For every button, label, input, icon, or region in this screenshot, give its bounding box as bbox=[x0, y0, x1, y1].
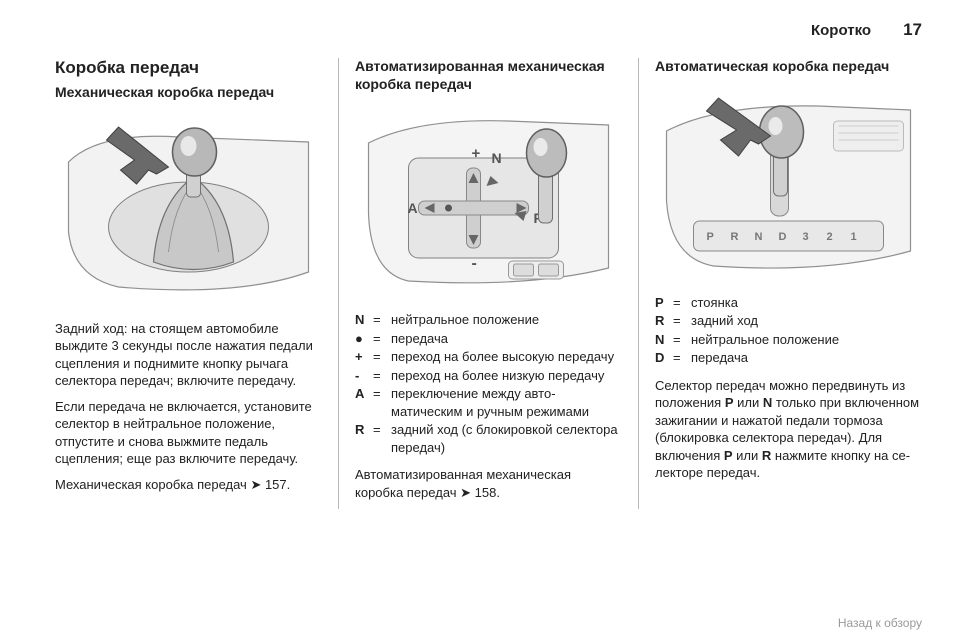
legend-row: R=задний ход bbox=[655, 312, 922, 330]
legend-text: передача bbox=[391, 330, 622, 348]
paragraph: Если передача не включается, ус­тановите… bbox=[55, 398, 322, 468]
legend-text: переход на более низкую пе­редачу bbox=[391, 367, 622, 385]
legend-text: переключение между авто­матическим и руч… bbox=[391, 385, 622, 420]
svg-text:2: 2 bbox=[827, 231, 833, 243]
legend-row: A=переключение между авто­матическим и р… bbox=[355, 385, 622, 420]
page-number: 17 bbox=[903, 20, 922, 40]
legend-eq: = bbox=[673, 349, 691, 367]
illustration-manual bbox=[55, 112, 322, 302]
legend-text: передача bbox=[691, 349, 922, 367]
legend-symbol: - bbox=[355, 367, 373, 385]
paragraph-ref: Механическая коробка передач ➤ 157. bbox=[55, 476, 322, 494]
legend-symbol: P bbox=[655, 294, 673, 312]
svg-text:N: N bbox=[492, 150, 502, 166]
legend-text: нейтральное положение bbox=[391, 311, 622, 329]
paragraph: Задний ход: на стоящем автомо­биле выжди… bbox=[55, 320, 322, 390]
bold-p: P bbox=[725, 395, 734, 410]
bold-n: N bbox=[763, 395, 772, 410]
content-columns: Коробка передач Механическая коробка пер… bbox=[55, 58, 922, 509]
column-manual: Коробка передач Механическая коробка пер… bbox=[55, 58, 338, 509]
sub-heading-auto-manual: Автоматизированная механическая коробка … bbox=[355, 58, 622, 93]
legend-row: P=стоянка bbox=[655, 294, 922, 312]
main-heading: Коробка передач bbox=[55, 58, 322, 78]
legend-eq: = bbox=[373, 330, 391, 348]
legend-row: D=передача bbox=[655, 349, 922, 367]
legend-automatic: P=стоянка R=задний ход N=нейтральное пол… bbox=[655, 294, 922, 367]
svg-text:D: D bbox=[779, 231, 787, 243]
sub-heading-manual: Механическая коробка передач bbox=[55, 84, 322, 102]
svg-text:-: - bbox=[472, 255, 477, 272]
svg-text:3: 3 bbox=[803, 231, 809, 243]
back-to-overview-link[interactable]: Назад к обзору bbox=[838, 616, 922, 630]
legend-row: R=задний ход (с блокировкой селектора пе… bbox=[355, 421, 622, 456]
legend-eq: = bbox=[373, 311, 391, 329]
legend-row: ●=передача bbox=[355, 330, 622, 348]
legend-symbol: + bbox=[355, 348, 373, 366]
legend-text: задний ход (с блокировкой селектора пере… bbox=[391, 421, 622, 456]
legend-symbol: A bbox=[355, 385, 373, 420]
legend-symbol: N bbox=[655, 331, 673, 349]
legend-eq: = bbox=[373, 385, 391, 420]
legend-row: N=нейтральное положение bbox=[355, 311, 622, 329]
legend-eq: = bbox=[673, 312, 691, 330]
legend-text: задний ход bbox=[691, 312, 922, 330]
legend-text: стоянка bbox=[691, 294, 922, 312]
svg-text:P: P bbox=[707, 231, 714, 243]
illustration-automatic: P R N D 3 2 1 bbox=[655, 86, 922, 276]
legend-eq: = bbox=[373, 421, 391, 456]
legend-symbol: N bbox=[355, 311, 373, 329]
column-automated-manual: Автоматизированная механическая коробка … bbox=[338, 58, 638, 509]
column-automatic: Автоматическая коробка передач P R N D 3… bbox=[638, 58, 922, 509]
svg-text:A: A bbox=[408, 200, 418, 216]
legend-symbol: R bbox=[655, 312, 673, 330]
legend-text: переход на более высокую передачу bbox=[391, 348, 622, 366]
svg-text:N: N bbox=[755, 231, 763, 243]
legend-row: -=переход на более низкую пе­редачу bbox=[355, 367, 622, 385]
legend-symbol: ● bbox=[355, 330, 373, 348]
bold-r: R bbox=[762, 448, 771, 463]
legend-symbol: D bbox=[655, 349, 673, 367]
section-name: Коротко bbox=[811, 22, 871, 39]
svg-text:R: R bbox=[731, 231, 739, 243]
paragraph: Селектор передач можно передви­нуть из п… bbox=[655, 377, 922, 482]
legend-symbol: R bbox=[355, 421, 373, 456]
legend-eq: = bbox=[673, 294, 691, 312]
paragraph-ref: Автоматизированная механиче­ская коробка… bbox=[355, 466, 622, 501]
svg-text:+: + bbox=[472, 145, 481, 162]
legend-eq: = bbox=[373, 348, 391, 366]
bold-p2: P bbox=[724, 448, 733, 463]
legend-eq: = bbox=[373, 367, 391, 385]
illustration-auto-manual: + N A R - bbox=[355, 103, 622, 293]
legend-auto-manual: N=нейтральное положение ●=передача +=пер… bbox=[355, 311, 622, 456]
legend-eq: = bbox=[673, 331, 691, 349]
legend-row: +=переход на более высокую передачу bbox=[355, 348, 622, 366]
svg-text:1: 1 bbox=[851, 231, 857, 243]
legend-text: нейтральное положение bbox=[691, 331, 922, 349]
page-header: Коротко 17 bbox=[55, 20, 922, 40]
legend-row: N=нейтральное положение bbox=[655, 331, 922, 349]
sub-heading-automatic: Автоматическая коробка передач bbox=[655, 58, 922, 76]
